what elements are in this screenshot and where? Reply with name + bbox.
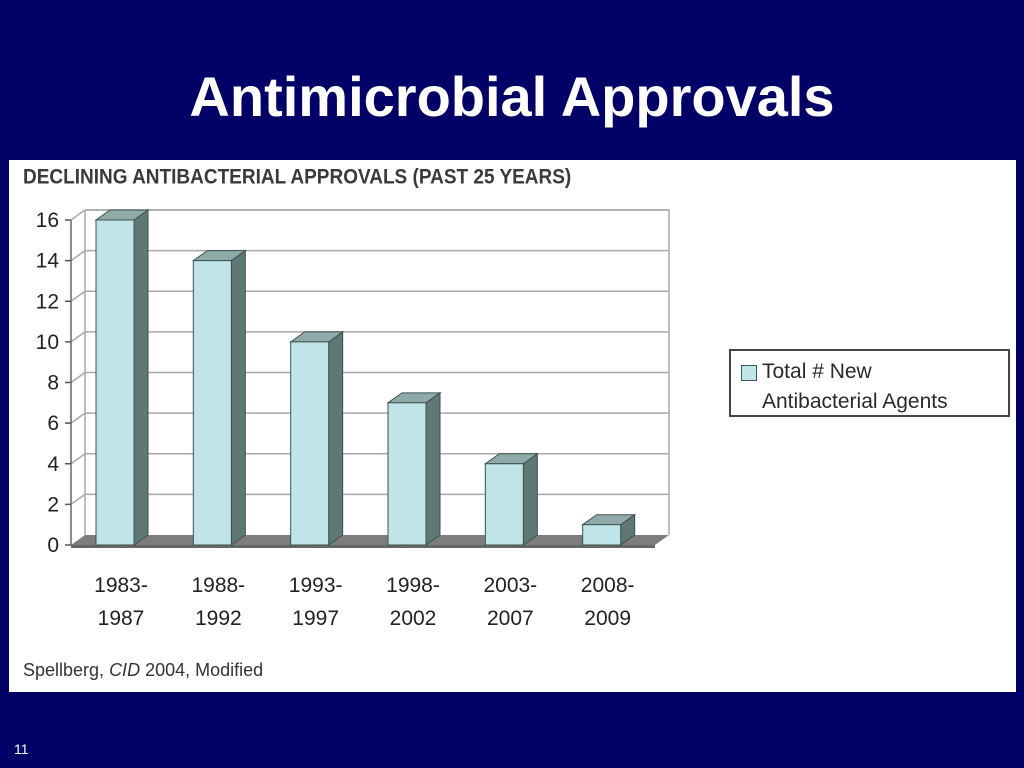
bar-side xyxy=(522,452,538,546)
legend-line-2: Antibacterial Agents xyxy=(762,390,948,413)
gridline-diagonal xyxy=(70,331,86,343)
legend-swatch xyxy=(741,365,757,381)
bar xyxy=(94,209,150,546)
gridline-diagonal xyxy=(70,250,86,262)
source-journal: CID xyxy=(109,660,141,680)
chart-floor xyxy=(71,535,669,548)
bar xyxy=(386,391,442,546)
x-tick-label: 1987 xyxy=(98,607,145,630)
x-tick-label: 1983- xyxy=(94,574,148,597)
source-author: Spellberg, xyxy=(23,660,110,680)
bar-side xyxy=(133,209,149,546)
y-tick-label: 6 xyxy=(47,412,59,435)
x-tick-label: 2002 xyxy=(390,607,437,630)
x-tick-label: 2009 xyxy=(584,607,631,630)
gridline-diagonal xyxy=(70,493,86,505)
bar-front xyxy=(95,219,135,546)
y-axis: 0 2 4 6 8 10 12 14 16 xyxy=(36,209,72,557)
x-axis-labels: 1983- 1987 1988- 1992 1993- 1997 1998- 2002 2003… xyxy=(94,574,634,630)
bar-front xyxy=(484,463,524,546)
x-tick-label: 2007 xyxy=(487,607,534,630)
y-tick-label: 16 xyxy=(36,209,59,232)
x-tick-label: 1997 xyxy=(292,607,339,630)
bar-chart: 0 2 4 6 8 10 12 14 16 1983- 1987 1988- 1992 1993- 199… xyxy=(36,209,670,630)
bar-side xyxy=(230,249,246,546)
page-number: 11 xyxy=(14,741,29,757)
grid-lines xyxy=(70,209,670,535)
slide-title: Antimicrobial Approvals xyxy=(189,65,835,128)
bar xyxy=(483,452,539,546)
source-citation: Spellberg, CID 2004, Modified xyxy=(23,660,263,681)
bar xyxy=(191,249,247,546)
bar xyxy=(289,330,345,546)
floor-edge xyxy=(71,545,655,548)
bars xyxy=(94,209,637,546)
source-year: 2004, Modified xyxy=(140,660,264,680)
bar-side xyxy=(425,391,441,546)
bar-front xyxy=(192,260,232,546)
gridline-diagonal xyxy=(70,371,86,384)
chart-panel: DECLINING ANTIBACTERIAL APPROVALS (PAST … xyxy=(9,160,1016,692)
y-tick-label: 4 xyxy=(47,453,59,476)
y-tick-label: 10 xyxy=(36,331,59,354)
legend-label: Total # New Antibacterial Agents xyxy=(762,357,1010,417)
y-tick-label: 12 xyxy=(36,290,59,313)
x-tick-label: 1998- xyxy=(386,574,440,597)
gridline-diagonal xyxy=(70,290,86,302)
x-tick-label: 1988- xyxy=(191,574,245,597)
gridline-diagonal xyxy=(70,453,86,465)
y-tick-label: 8 xyxy=(47,372,59,395)
gridline-diagonal xyxy=(70,412,86,424)
x-tick-label: 1993- xyxy=(289,574,343,597)
bar xyxy=(581,513,637,546)
legend-line-1: Total # New xyxy=(762,360,872,383)
floor-plane xyxy=(71,535,669,545)
x-tick-label: 2003- xyxy=(483,574,537,597)
y-tick-label: 14 xyxy=(36,250,60,273)
gridline-diagonal xyxy=(70,209,86,221)
chart-legend: Total # New Antibacterial Agents xyxy=(729,349,1010,417)
y-tick-label: 0 xyxy=(47,534,59,557)
chart-title: DECLINING ANTIBACTERIAL APPROVALS (PAST … xyxy=(23,166,572,190)
bar-front xyxy=(582,524,622,546)
bar-front xyxy=(387,402,427,546)
x-tick-label: 2008- xyxy=(581,574,635,597)
bar-side xyxy=(328,330,344,546)
bar-front xyxy=(290,341,330,546)
y-tick-label: 2 xyxy=(47,493,59,516)
x-tick-label: 1992 xyxy=(195,607,242,630)
